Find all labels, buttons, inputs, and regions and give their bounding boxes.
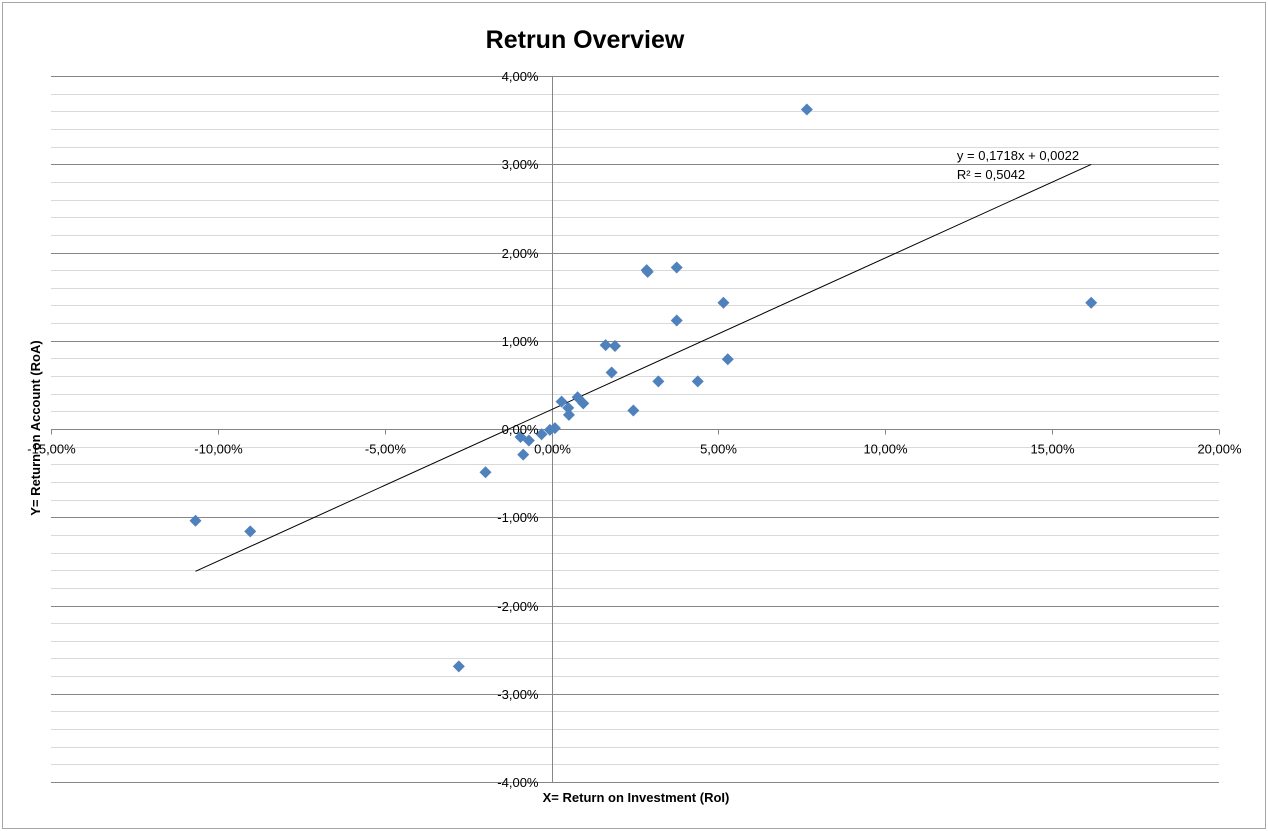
y-tick-label: 4,00%: [502, 69, 539, 84]
y-tick-label: -4,00%: [497, 775, 539, 790]
y-tick-label: -2,00%: [497, 599, 539, 614]
data-point: [605, 366, 618, 379]
data-points: [189, 103, 1098, 673]
data-point: [641, 265, 654, 278]
y-tick-label: -3,00%: [497, 687, 539, 702]
data-point: [717, 296, 730, 309]
data-point: [608, 340, 621, 353]
data-point: [627, 404, 640, 417]
x-tick-label: -5,00%: [365, 442, 407, 457]
data-point: [244, 525, 257, 538]
data-point: [452, 660, 465, 673]
y-tick-label: -1,00%: [497, 510, 539, 525]
data-point: [800, 103, 813, 116]
x-tick-label: 20,00%: [1197, 442, 1242, 457]
y-tick-label: 1,00%: [502, 334, 539, 349]
data-point: [721, 353, 734, 366]
data-point: [562, 401, 575, 414]
data-point: [691, 375, 704, 388]
data-point: [555, 395, 568, 408]
x-tick-label: -15,00%: [27, 442, 76, 457]
data-point: [517, 448, 530, 461]
data-point: [599, 339, 612, 352]
chart-title: Retrun Overview: [486, 26, 685, 54]
data-point: [543, 423, 556, 436]
y-tick-label: 0,00%: [502, 422, 539, 437]
x-tick-label: 10,00%: [863, 442, 908, 457]
data-point: [189, 514, 202, 527]
x-tick-label: 0,00%: [534, 442, 571, 457]
data-point: [562, 408, 575, 421]
trendline-r-squared: R² = 0,5042: [957, 167, 1025, 182]
x-axis-title: X= Return on Investment (RoI): [543, 790, 730, 805]
trendline-equation: y = 0,1718x + 0,0022: [957, 148, 1079, 163]
x-tick-label: 5,00%: [700, 442, 737, 457]
data-point: [535, 428, 548, 441]
y-tick-label: 3,00%: [502, 157, 539, 172]
data-point: [577, 397, 590, 410]
data-point: [670, 261, 683, 274]
data-point: [652, 375, 665, 388]
trendline: [195, 163, 1092, 572]
x-tick-label: 15,00%: [1030, 442, 1075, 457]
data-point: [1085, 296, 1098, 309]
y-axis-title: Y= Return on Account (RoA): [28, 340, 43, 515]
tick-labels: -15,00% -10,00% -5,00% 0,00% 5,00% 10,00% 15,0…: [27, 69, 1242, 790]
data-point: [514, 430, 527, 443]
trendline-group: [195, 163, 1092, 572]
x-tick-label: -10,00%: [194, 442, 243, 457]
data-point: [670, 314, 683, 327]
data-point: [479, 466, 492, 479]
y-tick-label: 2,00%: [502, 246, 539, 261]
